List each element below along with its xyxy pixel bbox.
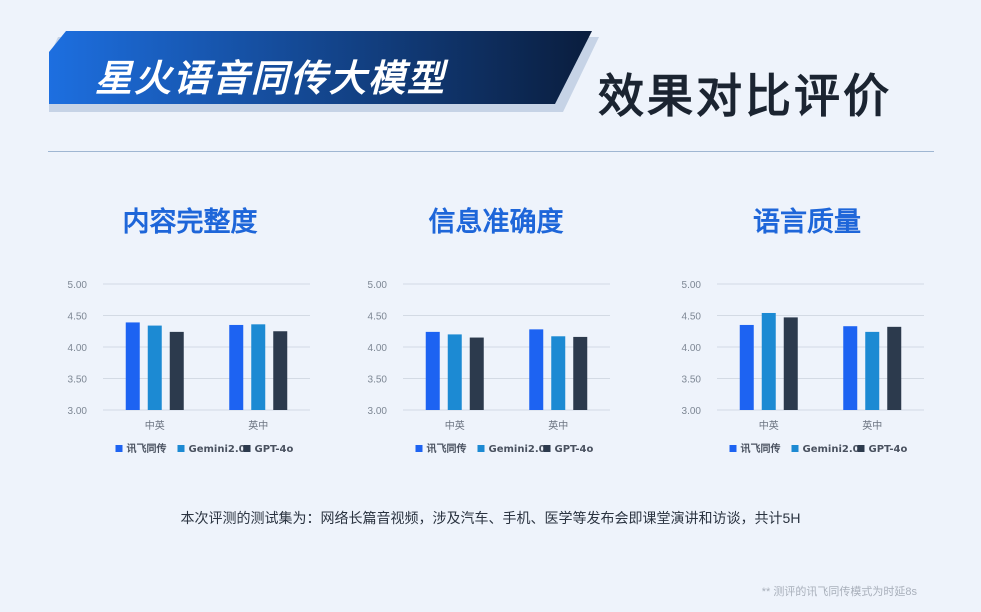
bar	[761, 312, 776, 410]
chart-title-completeness: 内容完整度	[122, 207, 258, 237]
bar	[887, 326, 902, 410]
bar	[169, 331, 184, 410]
chart-title-accuracy: 信息准确度	[428, 207, 564, 237]
legend-swatch	[477, 445, 485, 452]
y-tick-label: 4.00	[368, 343, 388, 354]
corner-note: ** 测评的讯飞同传模式为时延8s	[761, 586, 917, 598]
header-divider	[48, 151, 934, 152]
legend-label: GPT-4o	[869, 444, 908, 455]
y-tick-label: 3.00	[682, 406, 702, 417]
y-tick-label: 3.00	[68, 406, 88, 417]
banner-title: 星火语音同传大模型	[95, 58, 446, 99]
bar	[469, 337, 484, 410]
legend-swatch	[729, 445, 737, 452]
x-tick-label: 中英	[145, 419, 165, 432]
legend-label: 讯飞同传	[427, 442, 467, 455]
bar	[251, 324, 266, 410]
legend-label: GPT-4o	[555, 444, 594, 455]
y-tick-label: 5.00	[368, 280, 388, 291]
banner-shape	[49, 31, 592, 104]
legend-swatch	[543, 445, 551, 452]
y-tick-label: 4.50	[368, 312, 388, 323]
x-tick-label: 英中	[248, 419, 268, 432]
bar	[551, 336, 566, 410]
legend-label: Gemini2.0	[803, 444, 860, 455]
x-tick-label: 英中	[548, 419, 568, 432]
bar	[843, 326, 858, 410]
legend-label: GPT-4o	[255, 444, 294, 455]
bar	[125, 322, 140, 410]
y-tick-label: 4.50	[68, 312, 88, 323]
y-tick-label: 5.00	[682, 280, 702, 291]
legend-swatch	[791, 445, 799, 452]
bar	[573, 336, 588, 410]
page-headline: 效果对比评价	[598, 70, 892, 122]
y-tick-label: 5.00	[68, 280, 88, 291]
legend-label: 讯飞同传	[127, 442, 167, 455]
bar	[739, 324, 754, 410]
y-tick-label: 3.50	[682, 375, 702, 386]
legend-label: Gemini2.0	[189, 444, 246, 455]
bar	[273, 331, 288, 410]
x-tick-label: 英中	[862, 419, 882, 432]
y-tick-label: 4.00	[682, 343, 702, 354]
x-tick-label: 中英	[759, 419, 779, 432]
bar	[147, 325, 162, 410]
legend-label: 讯飞同传	[741, 442, 781, 455]
legend-swatch	[115, 445, 123, 452]
legend-swatch	[415, 445, 423, 452]
chart-title-quality: 语言质量	[753, 207, 861, 237]
x-tick-label: 中英	[445, 419, 465, 432]
legend-swatch	[857, 445, 865, 452]
y-tick-label: 3.50	[68, 375, 88, 386]
y-tick-label: 4.50	[682, 312, 702, 323]
bar	[529, 329, 544, 410]
bar	[447, 334, 462, 410]
legend-label: Gemini2.0	[489, 444, 546, 455]
bar	[425, 331, 440, 410]
bar	[865, 331, 880, 410]
y-tick-label: 3.00	[368, 406, 388, 417]
bar	[229, 324, 244, 410]
y-tick-label: 4.00	[68, 343, 88, 354]
legend-swatch	[177, 445, 185, 452]
legend-swatch	[243, 445, 251, 452]
y-tick-label: 3.50	[368, 375, 388, 386]
footnote: 本次评测的测试集为：网络长篇音视频，涉及汽车、手机、医学等发布会即课堂演讲和访谈…	[180, 510, 801, 526]
title-banner	[49, 31, 599, 112]
bar	[783, 317, 798, 410]
